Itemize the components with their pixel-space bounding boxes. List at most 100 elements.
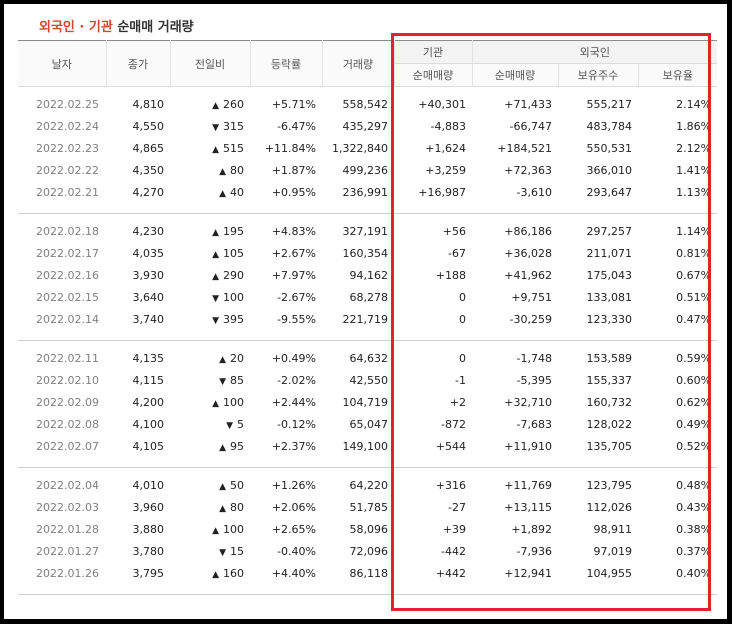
foreign-hold-cell: 211,071 [586, 246, 633, 260]
change-value: 40 [230, 185, 244, 199]
rate-cell: +1.87% [271, 163, 316, 177]
foreign-hold-cell: 104,955 [586, 566, 633, 580]
inst-net-cell: +2 [449, 395, 466, 409]
foreign-hold-cell: 135,705 [586, 439, 633, 453]
table-row: 2022.02.14 3,740 ▼ 395 -9.55% 221,719 0 -30,259… [18, 308, 717, 330]
date-cell: 2022.02.09 [36, 395, 99, 409]
inst-net-cell: +188 [435, 268, 466, 282]
foreign-ratio-cell: 0.62% [676, 395, 712, 409]
foreign-net-cell: +1,892 [511, 522, 552, 536]
close-cell: 4,105 [132, 439, 165, 453]
table-row: 2022.02.07 4,105 ▲ 95 +2.37% 149,100 +544 +11,9… [18, 435, 717, 457]
change-value: 515 [223, 141, 244, 155]
inst-net-cell: +16,987 [418, 185, 466, 199]
header-close: 종가 [106, 40, 171, 87]
volume-cell: 327,191 [342, 224, 389, 238]
change-cell: ▲ 50 [170, 474, 250, 496]
foreign-hold-cell: 160,732 [586, 395, 633, 409]
date-cell: 2022.02.03 [36, 500, 99, 514]
up-triangle-icon: ▲ [212, 569, 219, 580]
inst-net-cell: +3,259 [425, 163, 466, 177]
table-row: 2022.01.27 3,780 ▼ 15 -0.40% 72,096 -442 -7,936… [18, 540, 717, 562]
change-value: 80 [230, 500, 244, 514]
change-value: 95 [230, 439, 244, 453]
foreign-net-cell: +184,521 [497, 141, 552, 155]
down-triangle-icon: ▼ [219, 376, 226, 387]
close-cell: 3,795 [132, 566, 165, 580]
change-value: 85 [230, 373, 244, 387]
volume-cell: 499,236 [342, 163, 389, 177]
date-cell: 2022.02.04 [36, 478, 99, 492]
date-cell: 2022.02.11 [36, 351, 99, 365]
rate-cell: +7.97% [271, 268, 316, 282]
date-cell: 2022.01.28 [36, 522, 99, 536]
table-row: 2022.02.09 4,200 ▲ 100 +2.44% 104,719 +2 +32,71… [18, 391, 717, 413]
rate-cell: +2.44% [271, 395, 316, 409]
change-value: 195 [223, 224, 244, 238]
foreign-hold-cell: 550,531 [586, 141, 633, 155]
rate-cell: +2.67% [271, 246, 316, 260]
close-cell: 3,740 [132, 312, 165, 326]
up-triangle-icon: ▲ [219, 354, 226, 365]
foreign-ratio-cell: 0.52% [676, 439, 712, 453]
group-divider [18, 457, 718, 468]
foreign-ratio-cell: 2.12% [676, 141, 712, 155]
divider-cell [18, 330, 718, 341]
up-triangle-icon: ▲ [219, 188, 226, 199]
up-triangle-icon: ▲ [219, 442, 226, 453]
section-title: 외국인 · 기관 순매매 거래량 [39, 16, 194, 35]
change-cell: ▲ 95 [170, 435, 250, 457]
change-cell: ▲ 80 [170, 159, 250, 181]
rate-cell: -2.67% [277, 290, 316, 304]
foreign-ratio-cell: 1.13% [676, 185, 712, 199]
foreign-net-cell: -7,683 [516, 417, 552, 431]
foreign-net-cell: -5,395 [516, 373, 552, 387]
volume-cell: 435,297 [342, 119, 389, 133]
up-triangle-icon: ▲ [212, 271, 219, 282]
down-triangle-icon: ▼ [219, 547, 226, 558]
change-value: 100 [223, 395, 244, 409]
change-value: 160 [223, 566, 244, 580]
foreign-net-cell: +9,751 [511, 290, 552, 304]
change-value: 50 [230, 478, 244, 492]
foreign-hold-cell: 98,911 [593, 522, 633, 536]
down-triangle-icon: ▼ [212, 122, 219, 133]
change-cell: ▲ 40 [170, 181, 250, 203]
investor-trading-table: 날자 종가 전일비 등락률 거래량 기관 외국인 순매매량 순매매량 보유주수 … [18, 40, 718, 595]
header-foreign-hold: 보유주수 [558, 63, 639, 87]
change-value: 100 [223, 522, 244, 536]
foreign-hold-cell: 97,019 [593, 544, 633, 558]
foreign-net-cell: +72,363 [504, 163, 552, 177]
date-cell: 2022.02.24 [36, 119, 99, 133]
table-row: 2022.02.10 4,115 ▼ 85 -2.02% 42,550 -1 -5,395 15… [18, 369, 717, 391]
foreign-hold-cell: 128,022 [586, 417, 633, 431]
inst-net-cell: +39 [442, 522, 466, 536]
change-cell: ▲ 260 [170, 93, 250, 115]
change-cell: ▲ 100 [170, 391, 250, 413]
divider-cell [18, 584, 718, 595]
table-row: 2022.02.21 4,270 ▲ 40 +0.95% 236,991 +16,987 -3… [18, 181, 717, 203]
volume-cell: 51,785 [349, 500, 389, 514]
up-triangle-icon: ▲ [219, 503, 226, 514]
foreign-ratio-cell: 0.40% [676, 566, 712, 580]
title-part2: 순매매 거래량 [117, 20, 194, 35]
rate-cell: +4.40% [271, 566, 316, 580]
foreign-ratio-cell: 0.51% [676, 290, 712, 304]
change-value: 5 [237, 417, 244, 431]
change-cell: ▲ 195 [170, 220, 250, 242]
foreign-net-cell: +13,115 [504, 500, 552, 514]
close-cell: 4,200 [132, 395, 165, 409]
group-divider [18, 584, 718, 595]
foreign-net-cell: +12,941 [504, 566, 552, 580]
foreign-net-cell: +36,028 [504, 246, 552, 260]
table-row: 2022.02.03 3,960 ▲ 80 +2.06% 51,785 -27 +13,115… [18, 496, 717, 518]
date-cell: 2022.02.15 [36, 290, 99, 304]
rate-cell: -0.40% [277, 544, 316, 558]
divider-cell [18, 457, 718, 468]
close-cell: 3,640 [132, 290, 165, 304]
date-cell: 2022.02.10 [36, 373, 99, 387]
change-cell: ▲ 160 [170, 562, 250, 584]
table-row: 2022.02.18 4,230 ▲ 195 +4.83% 327,191 +56 +86,1… [18, 220, 717, 242]
change-value: 260 [223, 97, 244, 111]
foreign-net-cell: -30,259 [509, 312, 552, 326]
